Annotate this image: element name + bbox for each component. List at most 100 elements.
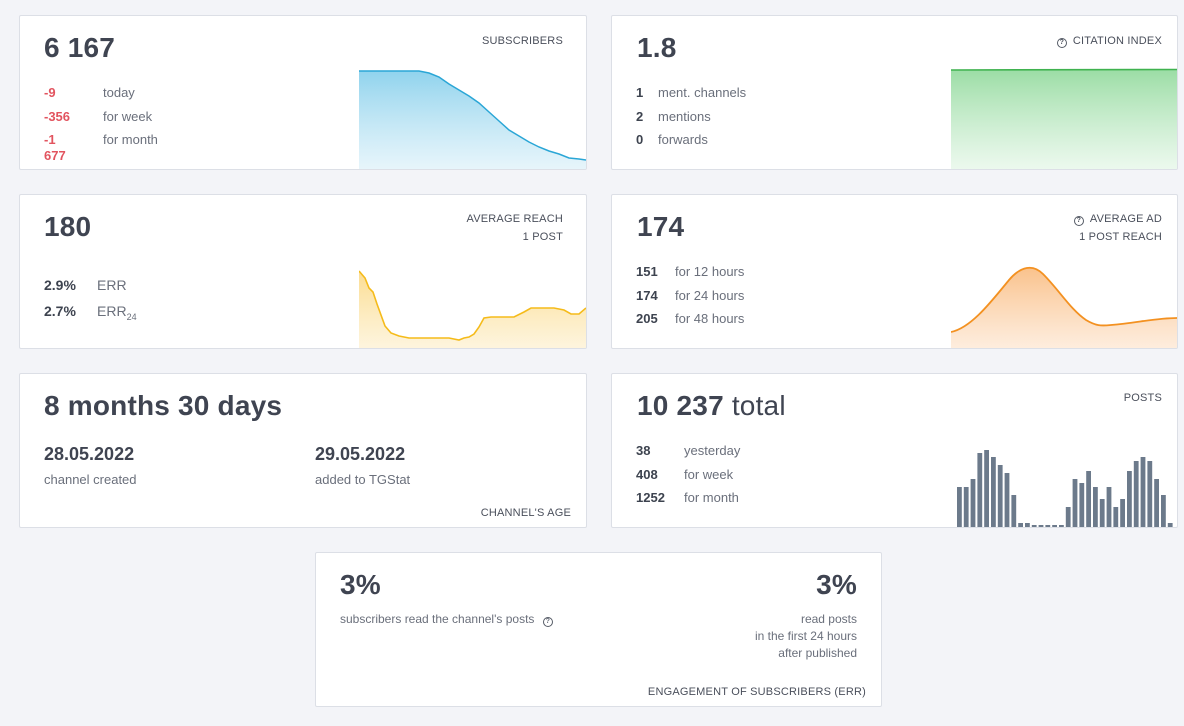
stat-label: forwards xyxy=(658,132,708,147)
caption-line: AVERAGE REACH xyxy=(466,213,563,225)
stat-label: for month xyxy=(103,132,158,147)
posts-bar xyxy=(1052,525,1057,527)
posts-bar xyxy=(1038,525,1044,527)
err24-subscript: 24 xyxy=(126,311,137,322)
ad-reach-value: 174 xyxy=(637,211,685,242)
posts-bar xyxy=(963,487,969,527)
subscribers-card[interactable]: 6 167 SUBSCRIBERS -9 today -356 for week… xyxy=(19,15,587,170)
posts-bar xyxy=(1167,523,1173,527)
stat-label: for week xyxy=(103,109,153,124)
posts-bar xyxy=(1072,479,1078,527)
caption-line: 1 POST xyxy=(522,231,563,243)
posts-bar xyxy=(977,453,983,527)
question-circle-icon[interactable]: ? xyxy=(1056,38,1067,48)
posts-bar xyxy=(1120,499,1125,527)
posts-card[interactable]: 10 237 total POSTS 38 yesterday 408 for … xyxy=(611,373,1178,528)
channel-age-value: 8 months 30 days xyxy=(44,390,283,421)
ad-reach-caption: ? AVERAGE AD 1 POST REACH xyxy=(1073,210,1162,246)
stat-label: ment. channels xyxy=(658,85,747,100)
engagement-left-value: 3% xyxy=(340,569,381,600)
posts-bar xyxy=(997,465,1003,527)
posts-bar xyxy=(1113,507,1119,527)
created-date: 28.05.2022 xyxy=(44,444,135,464)
stat-value: 151 xyxy=(636,264,658,279)
posts-bar xyxy=(1065,507,1071,527)
stat-label: today xyxy=(103,85,135,100)
average-reach-value: 180 xyxy=(44,211,92,242)
ad-reach-card[interactable]: 174 ? AVERAGE AD 1 POST REACH 151 for 12 … xyxy=(611,194,1178,349)
engagement-right-label: read posts in the first 24 hours after p… xyxy=(755,611,857,662)
stat-value: 1 xyxy=(636,85,644,100)
stat-value: 0 xyxy=(636,132,644,147)
citation-caption-text: CITATION INDEX xyxy=(1072,35,1162,47)
posts-bar xyxy=(1045,525,1051,527)
posts-bar xyxy=(1147,461,1153,527)
added-date: 29.05.2022 xyxy=(315,444,406,464)
stat-value: 38 xyxy=(636,443,651,458)
sparkline-line xyxy=(951,266,1177,333)
citation-index-value: 1.8 xyxy=(637,32,677,63)
citation-sparkline xyxy=(951,68,1177,169)
sparkline-line xyxy=(951,68,1177,71)
caption-line: 1 POST REACH xyxy=(1079,231,1162,243)
subscribers-count: 6 167 xyxy=(44,32,116,63)
posts-bar xyxy=(1059,525,1064,527)
posts-total-value: 10 237 xyxy=(637,390,724,421)
question-circle-icon[interactable]: ? xyxy=(542,617,553,627)
citation-card[interactable]: 1.8 ? CITATION INDEX 1 ment. channels 2 m… xyxy=(611,15,1178,170)
sparkline-line xyxy=(359,70,586,161)
posts-bar xyxy=(991,457,996,527)
stat-label: for 12 hours xyxy=(675,264,745,279)
question-circle-icon[interactable]: ? xyxy=(1073,216,1084,226)
sparkline-area xyxy=(359,271,586,348)
posts-bar xyxy=(1099,499,1105,527)
posts-bar xyxy=(1161,495,1166,527)
posts-bar xyxy=(1079,483,1085,527)
average-reach-card[interactable]: 180 AVERAGE REACH 1 POST 2.9% ERR 2.7% E… xyxy=(19,194,587,349)
subscribers-caption: SUBSCRIBERS xyxy=(481,35,563,47)
sparkline-area xyxy=(951,69,1177,169)
err24-value: 2.7% xyxy=(44,303,76,319)
posts-bar xyxy=(1031,525,1037,527)
created-label: channel created xyxy=(44,472,137,487)
engagement-right-line: read posts xyxy=(800,612,857,626)
posts-bar-chart xyxy=(957,450,1173,527)
channel-age-caption: CHANNEL'S AGE xyxy=(480,507,571,519)
stat-value: 1252 xyxy=(636,490,665,505)
stat-value: 174 xyxy=(636,288,658,303)
posts-bar xyxy=(1011,495,1017,527)
stat-value: 408 xyxy=(636,467,658,482)
posts-bar xyxy=(1004,473,1010,527)
stat-value: -356 xyxy=(44,109,71,124)
engagement-right-value: 3% xyxy=(816,569,857,600)
posts-bar xyxy=(957,487,962,527)
stat-value: -1 677 xyxy=(44,132,66,163)
err-value: 2.9% xyxy=(44,277,76,293)
sparkline-area xyxy=(359,71,586,169)
engagement-left-label: subscribers read the channel's posts ? xyxy=(340,611,559,628)
posts-bar xyxy=(1086,471,1091,527)
posts-bar xyxy=(1025,523,1030,527)
posts-total-suffix: total xyxy=(731,390,786,421)
err24-label: ERR24 xyxy=(97,303,137,322)
stat-label: mentions xyxy=(658,109,711,124)
posts-bar xyxy=(1140,457,1146,527)
engagement-right-line: after published xyxy=(778,646,857,660)
posts-caption: POSTS xyxy=(1123,392,1162,404)
engagement-right-line: in the first 24 hours xyxy=(754,629,857,643)
posts-total: 10 237 total xyxy=(637,390,786,422)
sparkline-line xyxy=(359,270,586,341)
err-label: ERR xyxy=(97,277,127,293)
engagement-card[interactable]: 3% subscribers read the channel's posts … xyxy=(315,552,882,707)
posts-bar xyxy=(1133,461,1139,527)
posts-bar xyxy=(1018,523,1023,527)
ad-reach-sparkline xyxy=(951,266,1177,348)
stat-value: -9 xyxy=(44,85,56,100)
channel-age-card[interactable]: 8 months 30 days 28.05.2022 channel crea… xyxy=(19,373,587,528)
citation-caption: ? CITATION INDEX xyxy=(1056,32,1162,50)
engagement-caption: ENGAGEMENT OF SUBSCRIBERS (ERR) xyxy=(647,686,866,698)
posts-bar xyxy=(970,479,976,527)
posts-bar xyxy=(984,450,989,527)
sparkline-area xyxy=(951,267,1177,348)
posts-bar xyxy=(1127,471,1132,527)
